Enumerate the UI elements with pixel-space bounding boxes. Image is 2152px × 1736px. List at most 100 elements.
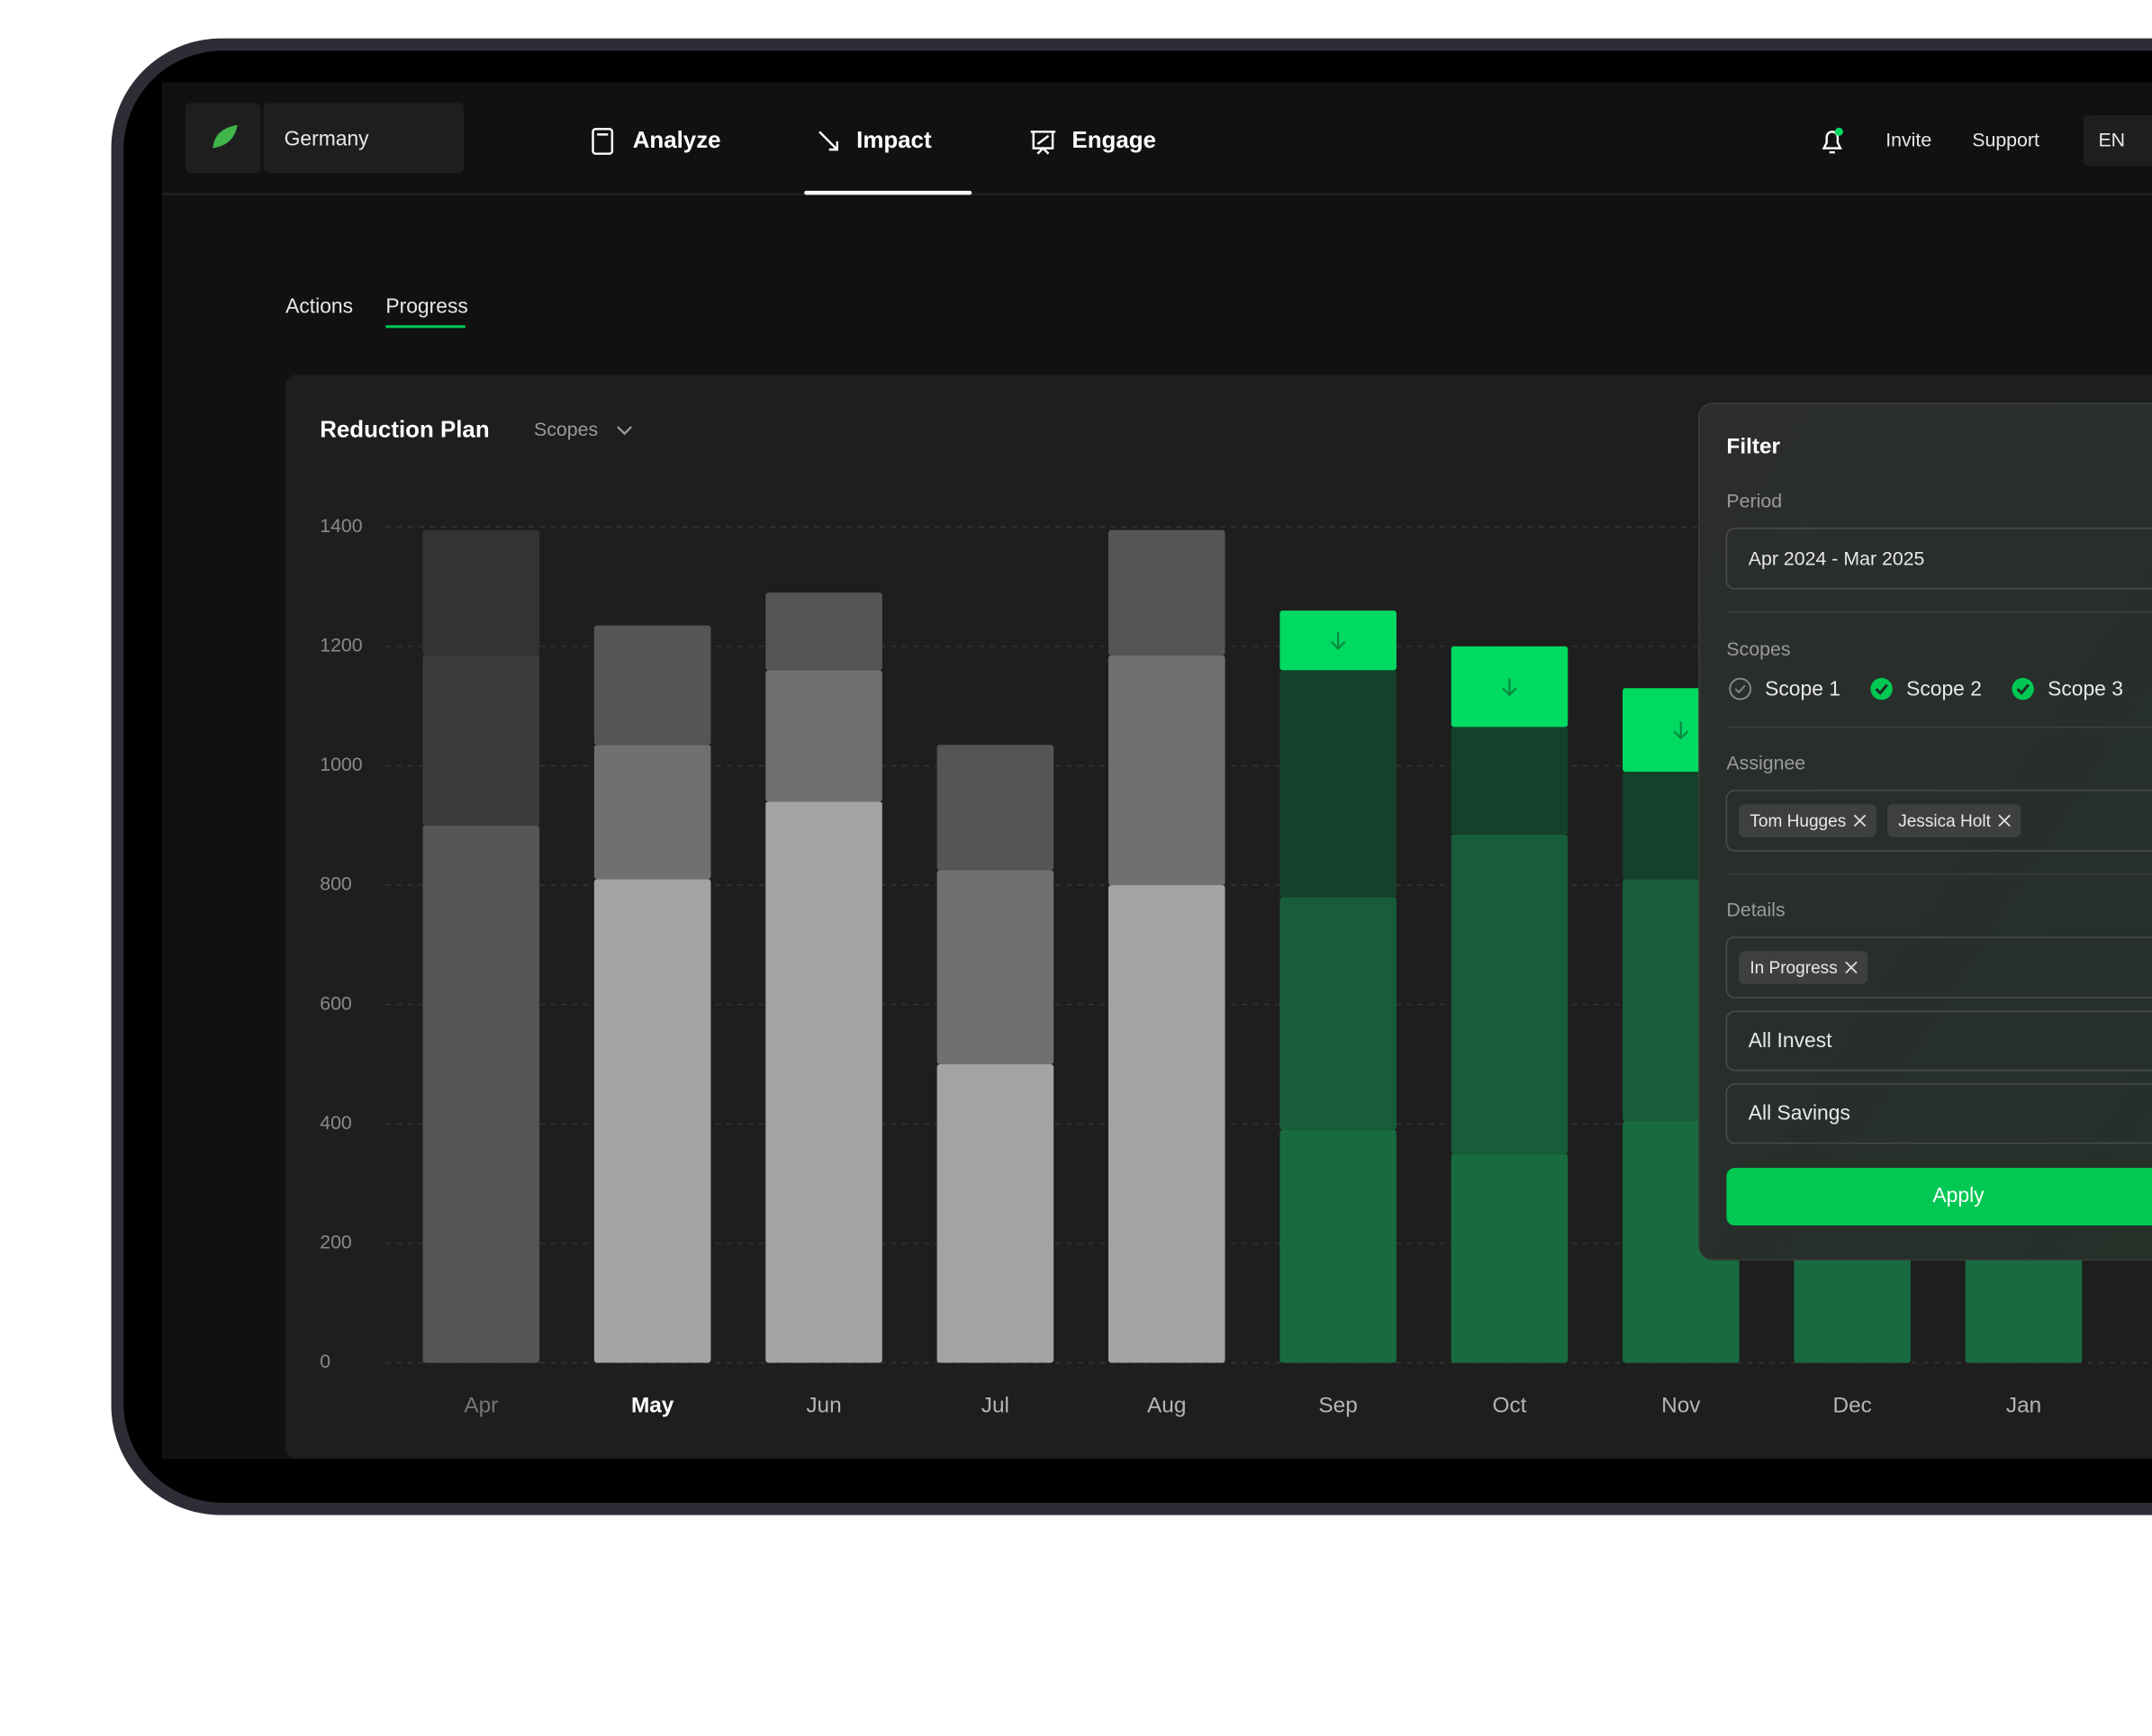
assignee-field[interactable] <box>1725 790 2152 852</box>
y-tick-label: 1400 <box>320 515 363 537</box>
field-label: Period <box>1726 490 1782 511</box>
y-tick-label: 400 <box>320 1112 352 1134</box>
details-field[interactable] <box>1725 936 2152 999</box>
select-field[interactable] <box>1725 1010 2152 1071</box>
nav-underline <box>804 190 972 195</box>
bar-segment <box>765 801 882 1363</box>
tab[interactable]: Progress <box>385 294 467 317</box>
nav-link[interactable]: Support <box>1972 130 2039 151</box>
chip[interactable] <box>1886 804 2021 837</box>
field-label: Details <box>1726 900 1785 921</box>
nav-item[interactable]: Engage <box>1071 128 1156 153</box>
bar-segment <box>1279 897 1397 1130</box>
bar-segment <box>1451 1153 1569 1363</box>
chip-remove <box>1853 814 1867 827</box>
bar-segment <box>936 870 1054 1064</box>
x-tick-label: Jul <box>981 1394 1009 1418</box>
chip[interactable] <box>1739 951 1868 984</box>
tab[interactable]: Actions <box>285 294 353 317</box>
chip[interactable] <box>1739 804 1876 837</box>
scope-label: Scope 2 <box>1906 677 1982 701</box>
bar-segment <box>1279 670 1397 898</box>
y-tick-label: 600 <box>320 992 352 1014</box>
arrow-icon <box>1502 678 1517 697</box>
scopes-dropdown[interactable]: Scopes <box>534 419 598 440</box>
bar-segment <box>1108 885 1225 1363</box>
x-tick-label: Jan <box>2006 1394 2041 1418</box>
bar-segment <box>936 745 1054 871</box>
apply-button[interactable] <box>1726 1168 2152 1226</box>
period: Apr 2024 - Mar 2025 <box>1749 547 1925 569</box>
x-tick-label: Jun <box>806 1394 841 1418</box>
select-label: All Savings <box>1749 1101 1850 1125</box>
bar-segment <box>593 745 711 880</box>
x-tick-label: Dec <box>1833 1394 1872 1418</box>
assignees: Tom Hugges Jessica Holt <box>1739 804 2021 837</box>
chip-label: Jessica Holt <box>1898 812 1991 831</box>
bar-segment <box>1451 834 1569 1154</box>
bar-segment <box>1108 529 1225 656</box>
chart-title: Reduction Plan <box>320 417 489 442</box>
check-mark <box>2016 683 2030 695</box>
y-tick-label: 1200 <box>320 634 363 656</box>
location-box[interactable] <box>263 103 465 174</box>
nav-item[interactable]: Analyze <box>633 128 721 153</box>
selects: All Invest All Savings <box>1725 1010 2152 1144</box>
field-label: Scopes <box>1726 638 1790 660</box>
arrow-icon <box>1330 632 1346 650</box>
bar-segment <box>765 592 882 671</box>
y-tick-label: 200 <box>320 1231 352 1252</box>
select-field[interactable] <box>1725 1083 2152 1144</box>
arrow-icon <box>1673 721 1689 740</box>
y-tick-label: 0 <box>320 1351 330 1372</box>
nav-item[interactable]: Impact <box>856 128 932 153</box>
bar-segment <box>593 625 711 746</box>
x-tick-label: Sep <box>1318 1394 1357 1418</box>
check-on <box>2012 677 2034 701</box>
apply-label: Apply <box>1932 1183 1985 1207</box>
x-tick-label: May <box>631 1394 674 1418</box>
scope-label: Scope 1 <box>1765 677 1840 701</box>
details: In Progress <box>1739 951 1868 984</box>
y-tick-label: 1000 <box>320 754 363 775</box>
filter-panel: Filter Period Apr 2024 - Mar 2025 Scopes… <box>1698 402 2152 1261</box>
bar-segment <box>422 825 540 1363</box>
bar-segment <box>1108 655 1225 886</box>
chip-remove <box>1998 814 2011 827</box>
bar-segment <box>422 529 540 656</box>
logo <box>212 124 238 149</box>
bar-segment <box>765 670 882 802</box>
x-tick-label: Apr <box>464 1394 498 1418</box>
language: EN <box>2098 130 2125 151</box>
x-tick-label: Nov <box>1661 1394 1701 1418</box>
language-box[interactable] <box>2083 115 2152 167</box>
scope-label: Scope 3 <box>2048 677 2123 701</box>
bar-segment <box>422 655 540 826</box>
tab-underline <box>385 325 466 329</box>
check-on <box>1870 677 1893 701</box>
check-mark <box>1734 684 1746 694</box>
chip-label: Tom Hugges <box>1750 812 1846 831</box>
bar-segment <box>936 1063 1054 1363</box>
chevron <box>617 426 632 436</box>
period-field[interactable] <box>1725 528 2152 590</box>
scopes: Scope 1 Scope 2 Scope 3 <box>1729 677 2123 701</box>
select-label: All Invest <box>1749 1028 1832 1052</box>
location: Germany <box>285 126 370 149</box>
chip-remove <box>1845 961 1858 974</box>
check-mark <box>1875 683 1888 695</box>
check-off <box>1729 677 1752 701</box>
x-tick-label: Aug <box>1147 1394 1186 1418</box>
notification-dot <box>1834 127 1843 136</box>
bar-segment <box>1279 1129 1397 1363</box>
field-label: Assignee <box>1726 753 1805 774</box>
chip-label: In Progress <box>1750 959 1837 978</box>
bar-segment <box>1451 727 1569 835</box>
x-tick-label: Oct <box>1493 1394 1527 1418</box>
y-tick-label: 800 <box>320 873 352 895</box>
filter-title: Filter <box>1726 434 1780 458</box>
nav-link[interactable]: Invite <box>1885 130 1931 151</box>
bar-segment <box>593 879 711 1363</box>
